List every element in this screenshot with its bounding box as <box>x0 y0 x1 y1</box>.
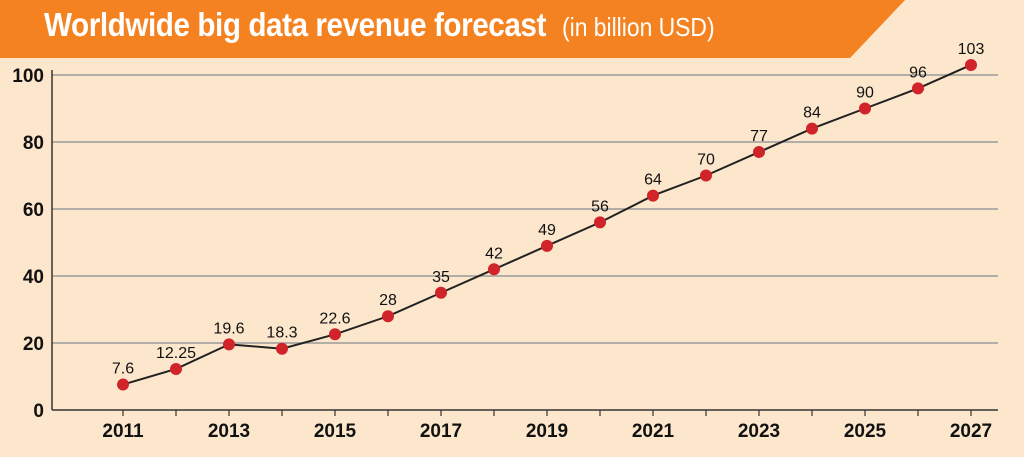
data-point-2016 <box>382 310 394 323</box>
data-point-2021 <box>647 189 659 202</box>
data-point-2023 <box>753 146 765 159</box>
data-label-2016: 28 <box>379 292 397 309</box>
data-label-2015: 22.6 <box>319 310 350 327</box>
data-label-2018: 42 <box>485 245 503 262</box>
title-banner: Worldwide big data revenue forecast (in … <box>0 0 905 58</box>
data-label-2026: 96 <box>909 64 927 81</box>
x-tick-label-2015: 2015 <box>314 421 357 442</box>
data-point-2012 <box>170 362 182 375</box>
chart-title-main: Worldwide big data revenue forecast <box>44 6 546 43</box>
y-tick-label-100: 100 <box>12 66 44 87</box>
chart-title-unit: (in billion USD) <box>561 12 715 42</box>
data-point-2015 <box>329 328 341 341</box>
data-label-2024: 84 <box>803 105 821 122</box>
y-tick-label-80: 80 <box>23 133 44 154</box>
data-point-2011 <box>117 378 129 391</box>
chart-title: Worldwide big data revenue forecast (in … <box>44 6 735 52</box>
data-point-2025 <box>859 102 871 115</box>
data-label-2013: 19.6 <box>213 320 244 337</box>
data-label-2011: 7.6 <box>112 361 134 378</box>
data-point-2018 <box>488 263 500 276</box>
data-point-2019 <box>541 239 553 252</box>
data-label-2027: 103 <box>958 41 985 58</box>
x-tick-label-2017: 2017 <box>420 421 462 442</box>
data-label-2022: 70 <box>697 152 715 169</box>
x-tick-label-2027: 2027 <box>950 421 992 442</box>
data-point-2017 <box>435 286 447 299</box>
data-point-2013 <box>223 338 235 351</box>
x-tick-label-2023: 2023 <box>738 421 780 442</box>
data-label-2025: 90 <box>856 85 874 102</box>
data-point-2020 <box>594 216 606 229</box>
x-tick-label-2021: 2021 <box>632 421 675 442</box>
x-tick-label-2013: 2013 <box>208 421 250 442</box>
data-point-2022 <box>700 169 712 182</box>
title-banner-shape <box>0 0 905 58</box>
y-tick-label-0: 0 <box>33 401 44 422</box>
x-tick-label-2011: 2011 <box>102 421 144 442</box>
x-tick-label-2019: 2019 <box>526 421 568 442</box>
y-tick-label-40: 40 <box>23 267 44 288</box>
data-label-2020: 56 <box>591 198 609 215</box>
data-point-2024 <box>806 122 818 135</box>
y-tick-label-20: 20 <box>23 334 44 355</box>
data-label-2014: 18.3 <box>266 325 297 342</box>
data-point-2014 <box>276 342 288 355</box>
data-label-2019: 49 <box>538 222 556 239</box>
data-point-2026 <box>912 82 924 95</box>
data-point-2027 <box>965 58 977 71</box>
y-tick-label-60: 60 <box>23 200 44 221</box>
data-label-2021: 64 <box>644 172 662 189</box>
data-label-2012: 12.25 <box>156 345 196 362</box>
x-tick-label-2025: 2025 <box>844 421 887 442</box>
data-label-2017: 35 <box>432 269 450 286</box>
data-label-2023: 77 <box>750 128 768 145</box>
